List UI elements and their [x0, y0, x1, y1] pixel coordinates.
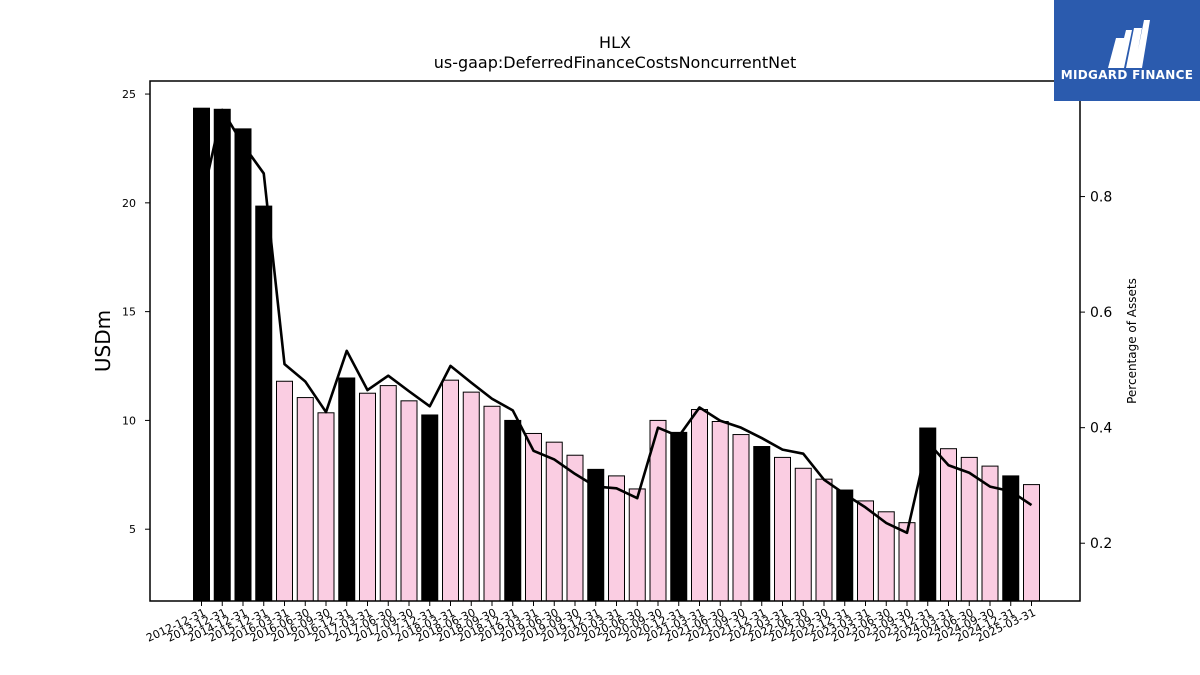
bar — [525, 432, 542, 602]
bar — [504, 419, 522, 602]
y2-axis-tick-labels: 0.2 0.4 0.6 0.8 — [1090, 190, 1112, 553]
bar — [400, 400, 418, 602]
bar — [857, 500, 874, 602]
logo-mark-icon — [1108, 20, 1150, 68]
bar — [338, 377, 356, 602]
y-tick-label: 25 — [122, 88, 136, 101]
y-tick-label: 10 — [122, 414, 136, 427]
bar — [628, 488, 646, 602]
bar — [794, 467, 812, 602]
bar — [670, 431, 688, 602]
bar — [276, 380, 293, 602]
bar — [317, 412, 335, 602]
logo-text: MIDGARD FINANCE — [1060, 68, 1194, 82]
y-tick-label: 15 — [122, 306, 136, 319]
y-axis-tick-labels: 5 10 15 20 25 — [122, 88, 136, 536]
bar — [296, 397, 314, 602]
bar — [940, 448, 957, 602]
line-series-path — [200, 108, 1033, 535]
bar — [379, 385, 397, 602]
bar — [213, 108, 231, 602]
bar — [919, 427, 937, 602]
bar — [442, 379, 459, 602]
bar — [960, 456, 978, 602]
bar — [545, 441, 563, 602]
bar-series — [193, 107, 1040, 602]
bar — [774, 456, 791, 602]
bar — [753, 446, 771, 602]
y2-tick-label: 0.6 — [1090, 305, 1112, 321]
y2-axis-label: Percentage of Assets — [1125, 278, 1139, 404]
bar — [711, 421, 729, 602]
y2-tick-label: 0.2 — [1090, 536, 1112, 552]
bar — [483, 405, 501, 602]
plot-frame — [149, 80, 1081, 602]
bar — [836, 489, 854, 602]
bar — [421, 414, 439, 602]
axes — [145, 80, 1085, 606]
y2-tick-label: 0.8 — [1090, 190, 1112, 206]
bar — [234, 128, 252, 602]
chart-title: HLX — [599, 33, 631, 52]
chart-subtitle: us-gaap:DeferredFinanceCostsNoncurrentNe… — [433, 53, 797, 72]
bar — [587, 468, 605, 602]
y2-tick-label: 0.4 — [1090, 421, 1112, 437]
y-tick-label: 20 — [122, 197, 136, 210]
bar — [255, 205, 273, 602]
bar — [359, 392, 376, 602]
bar — [462, 391, 480, 602]
bar — [608, 475, 625, 602]
brand-logo: MIDGARD FINANCE — [1054, 0, 1200, 101]
bar — [815, 478, 833, 602]
bar — [898, 522, 916, 602]
bar — [691, 409, 708, 602]
line-series — [200, 108, 1033, 535]
y-axis-label: USDm — [91, 310, 115, 372]
y-tick-label: 5 — [129, 523, 136, 536]
x-axis-tick-labels: 2012-12-312013-12-312014-12-312015-12-31… — [144, 606, 1037, 645]
bar — [732, 434, 750, 602]
